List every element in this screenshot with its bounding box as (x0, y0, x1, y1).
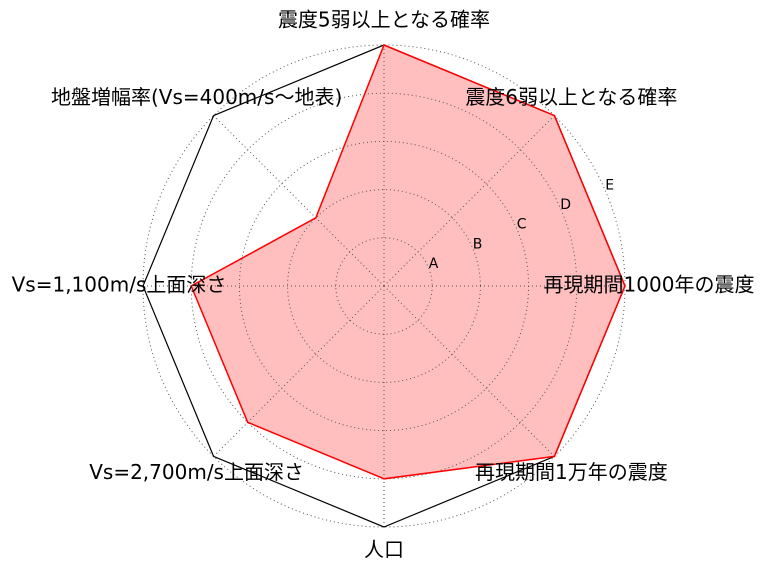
axis-label: 震度6弱以上となる確率 (465, 85, 677, 109)
radial-tick-label: A (429, 256, 439, 272)
radial-tick-label: D (560, 197, 571, 213)
grid-spoke (213, 285, 385, 457)
grid-spoke (383, 285, 555, 457)
data-point (383, 478, 385, 480)
axis-label: 地盤増幅率(Vs=400m/s～地表) (51, 85, 342, 109)
data-point (246, 421, 249, 424)
grid-spoke (213, 115, 385, 287)
axis-label: 人口 (364, 538, 404, 562)
radial-tick-label: C (517, 217, 527, 233)
data-point (553, 114, 556, 117)
axis-label: 再現期間1000年の震度 (544, 273, 755, 297)
axis-label: Vs=2,700m/s上面深さ (89, 460, 304, 484)
data-area (191, 45, 625, 479)
axis-label: 再現期間1万年の震度 (475, 460, 668, 484)
radial-tick-label: B (473, 236, 483, 252)
data-point (315, 217, 317, 219)
grid-spoke (383, 115, 555, 287)
data-point (553, 455, 556, 458)
radial-tick-label: E (605, 178, 614, 194)
data-point (624, 285, 626, 287)
data-point (190, 285, 192, 287)
data-point (383, 44, 385, 46)
axis-label: 震度5弱以上となる確率 (278, 8, 490, 32)
axis-label: Vs=1,100m/s上面深さ (12, 273, 227, 297)
